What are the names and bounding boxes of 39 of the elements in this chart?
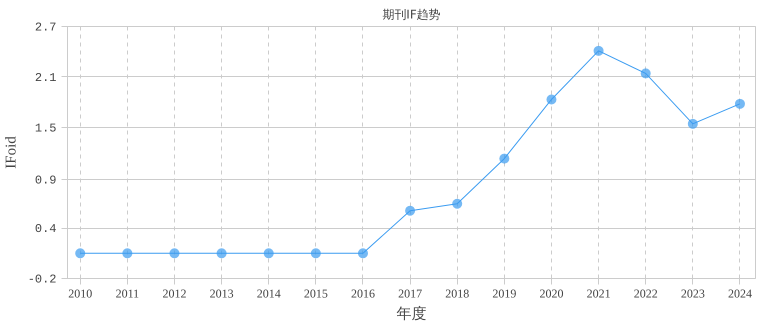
point	[75, 248, 86, 258]
x-tick-label: 2016	[350, 286, 375, 300]
x-tick-label: 2023	[680, 286, 705, 300]
point	[452, 198, 462, 209]
point	[264, 248, 274, 258]
point	[734, 98, 745, 109]
x-tick-label: 2014	[256, 286, 281, 300]
y-tick-label: 1.5	[34, 121, 57, 136]
chart-title: 期刊IF趋势	[382, 8, 441, 22]
y-axis-title: IFoid	[4, 136, 20, 169]
y-tick-label: 0.4	[34, 222, 57, 236]
x-tick-label: 2011	[116, 286, 140, 300]
y-tick-label: 2.1	[34, 70, 57, 85]
point	[546, 94, 556, 104]
x-tick-label: 2013	[210, 286, 234, 300]
point	[499, 154, 510, 164]
point	[688, 118, 698, 129]
point	[310, 248, 321, 258]
x-tick-label: 2010	[68, 286, 92, 300]
point	[169, 248, 180, 258]
x-tick-label: 2018	[445, 286, 470, 300]
point	[594, 46, 604, 56]
x-tick-label: 2012	[162, 286, 186, 300]
point	[216, 248, 227, 258]
y-tick-label: -0.2	[28, 272, 57, 286]
x-tick-label: 2022	[634, 286, 658, 300]
x-tick-label: 2021	[586, 286, 611, 300]
x-tick-label: 2020	[539, 286, 564, 300]
y-tick-label: 2.7	[34, 20, 57, 34]
point	[640, 68, 651, 78]
x-axis-title: 年度	[396, 306, 426, 322]
x-tick-label: 2024	[728, 286, 752, 300]
x-tick-label: 2017	[398, 286, 422, 300]
point	[122, 248, 132, 258]
y-tick-label: 0.9	[34, 173, 57, 188]
x-tick-label: 2015	[304, 286, 328, 300]
point	[358, 248, 368, 258]
x-tick-label: 2019	[492, 286, 516, 300]
point	[405, 206, 416, 216]
